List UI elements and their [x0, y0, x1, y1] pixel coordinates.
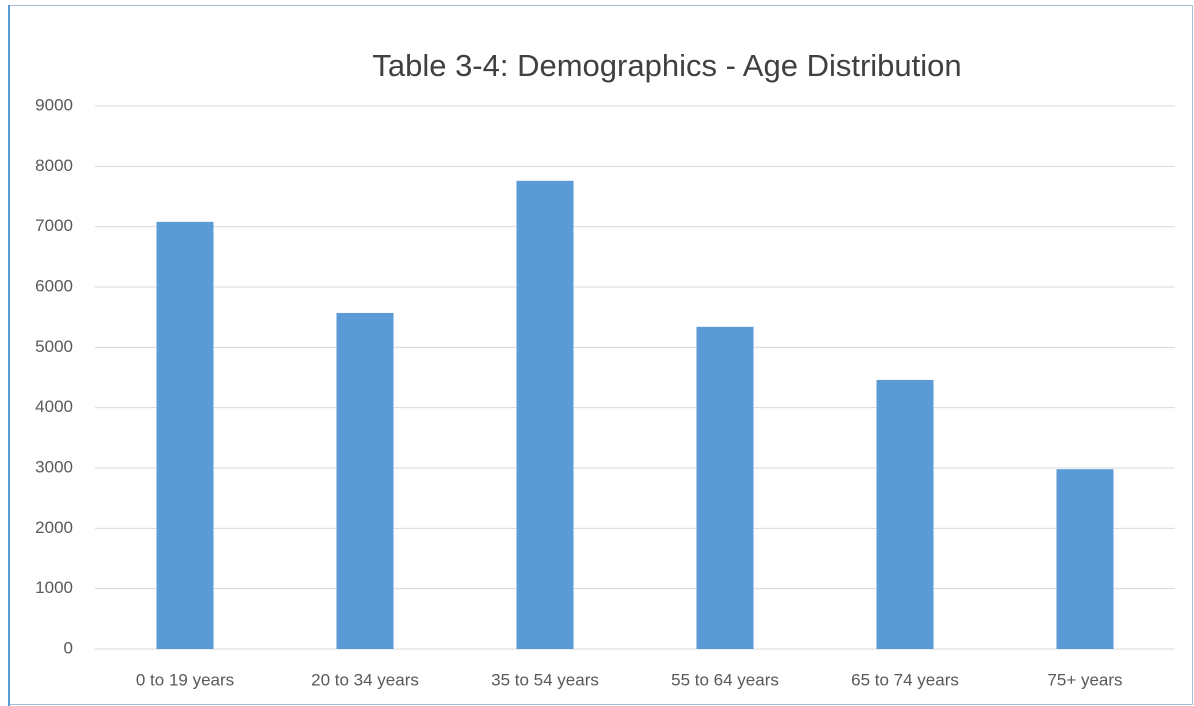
x-tick-label: 20 to 34 years [311, 670, 419, 689]
x-tick-label: 75+ years [1047, 670, 1122, 689]
y-tick-label: 9000 [35, 95, 73, 114]
x-tick-label: 35 to 54 years [491, 670, 599, 689]
y-tick-label: 1000 [35, 578, 73, 597]
bar [876, 379, 934, 649]
chart-title: Table 3-4: Demographics - Age Distributi… [372, 48, 961, 83]
y-tick-label: 4000 [35, 397, 73, 416]
bar [516, 180, 574, 649]
bar [696, 326, 754, 649]
bar [1056, 469, 1114, 649]
y-tick-label: 7000 [35, 216, 73, 235]
y-tick-label: 5000 [35, 337, 73, 356]
y-tick-label: 8000 [35, 156, 73, 175]
y-tick-label: 3000 [35, 457, 73, 476]
y-tick-label: 6000 [35, 276, 73, 295]
y-tick-label: 2000 [35, 518, 73, 537]
y-tick-label: 0 [64, 638, 73, 657]
x-tick-label: 65 to 74 years [851, 670, 959, 689]
x-tick-label: 0 to 19 years [136, 670, 234, 689]
bar [336, 312, 394, 649]
x-tick-label: 55 to 64 years [671, 670, 779, 689]
bar [156, 221, 214, 649]
